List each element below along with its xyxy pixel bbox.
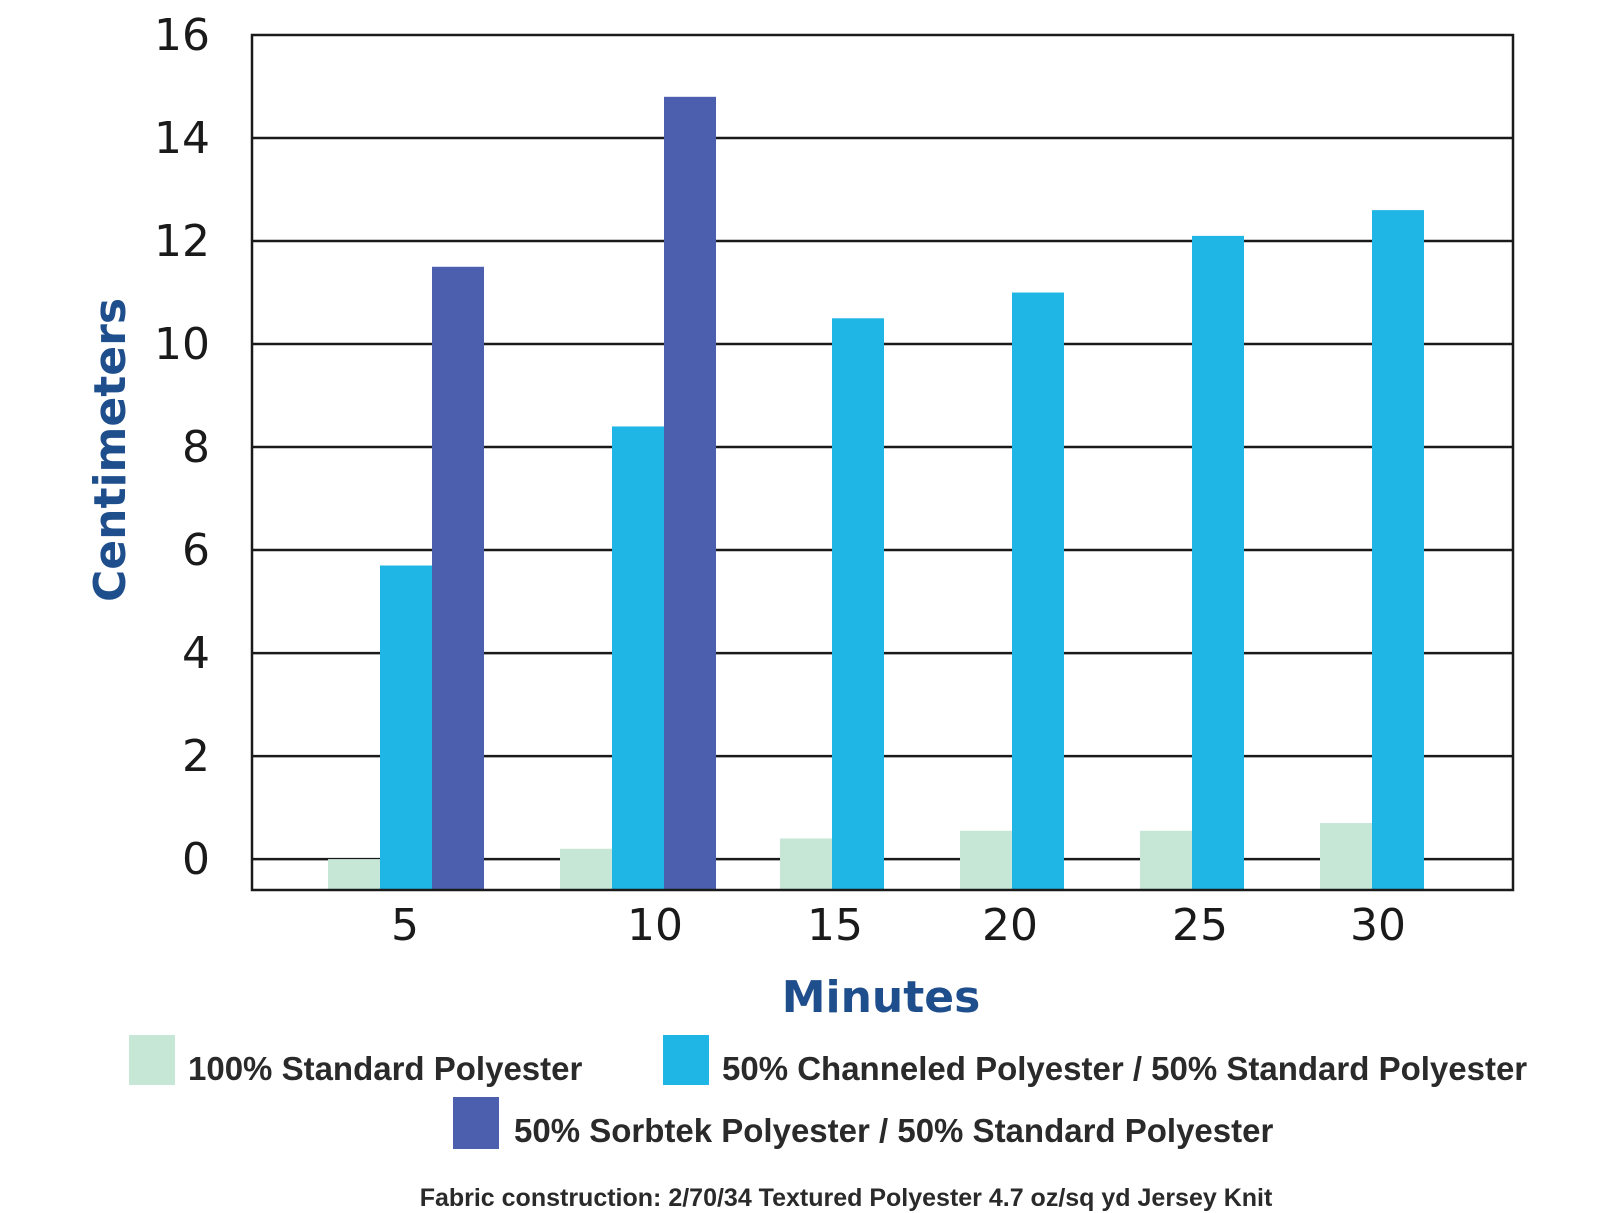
- y-tick-label: 10: [154, 319, 210, 370]
- x-axis-title: Minutes: [782, 972, 981, 1023]
- x-tick-label: 15: [807, 900, 863, 951]
- bar-series2-cat-5: [380, 565, 432, 890]
- x-tick-labels: 5 10 15 20 25 30: [391, 900, 1406, 951]
- bar-series1-cat-20: [960, 830, 1012, 890]
- x-tick-label: 10: [627, 900, 683, 951]
- bar-series2-cat-15: [832, 318, 884, 890]
- x-tick-label: 5: [391, 900, 419, 951]
- bar-series1-cat-15: [780, 838, 832, 890]
- bar-series3-cat-10: [664, 96, 716, 890]
- y-tick-labels: 0 2 4 6 8 10 12 14 16: [154, 10, 210, 885]
- legend-swatch-standard: [129, 1035, 175, 1085]
- y-tick-label: 6: [182, 525, 210, 576]
- plot-frame: [250, 33, 1515, 892]
- bar-series1-cat-10: [560, 848, 612, 890]
- bar-series1-cat-5: [328, 859, 380, 890]
- legend-swatch-sorbtek: [453, 1097, 499, 1149]
- bar-series2-cat-30: [1372, 210, 1424, 890]
- bar-series3-cat-5: [432, 266, 484, 890]
- bar-series2-cat-10: [612, 426, 664, 890]
- y-tick-label: 4: [182, 628, 210, 679]
- y-tick-label: 12: [154, 216, 210, 267]
- bar-series1-cat-25: [1140, 830, 1192, 890]
- legend: 100% Standard Polyester 50% Channeled Po…: [129, 1035, 1527, 1149]
- footnote: Fabric construction: 2/70/34 Textured Po…: [420, 1184, 1273, 1212]
- y-tick-label: 14: [154, 113, 210, 164]
- legend-swatch-channeled: [663, 1035, 709, 1085]
- legend-label-sorbtek: 50% Sorbtek Polyester / 50% Standard Pol…: [514, 1112, 1273, 1149]
- x-tick-label: 25: [1172, 900, 1228, 951]
- y-tick-label: 16: [154, 10, 210, 61]
- bar-series1-cat-30: [1320, 823, 1372, 890]
- bar-series2-cat-20: [1012, 292, 1064, 890]
- y-tick-label: 0: [182, 834, 210, 885]
- bar-series2-cat-25: [1192, 235, 1244, 891]
- bars: [328, 96, 1424, 891]
- y-tick-label: 8: [182, 422, 210, 473]
- y-axis-title: Centimeters: [85, 298, 136, 602]
- x-tick-label: 20: [982, 900, 1038, 951]
- legend-label-standard: 100% Standard Polyester: [188, 1050, 582, 1087]
- x-tick-label: 30: [1350, 900, 1406, 951]
- legend-label-channeled: 50% Channeled Polyester / 50% Standard P…: [722, 1050, 1527, 1087]
- y-tick-label: 2: [182, 731, 210, 782]
